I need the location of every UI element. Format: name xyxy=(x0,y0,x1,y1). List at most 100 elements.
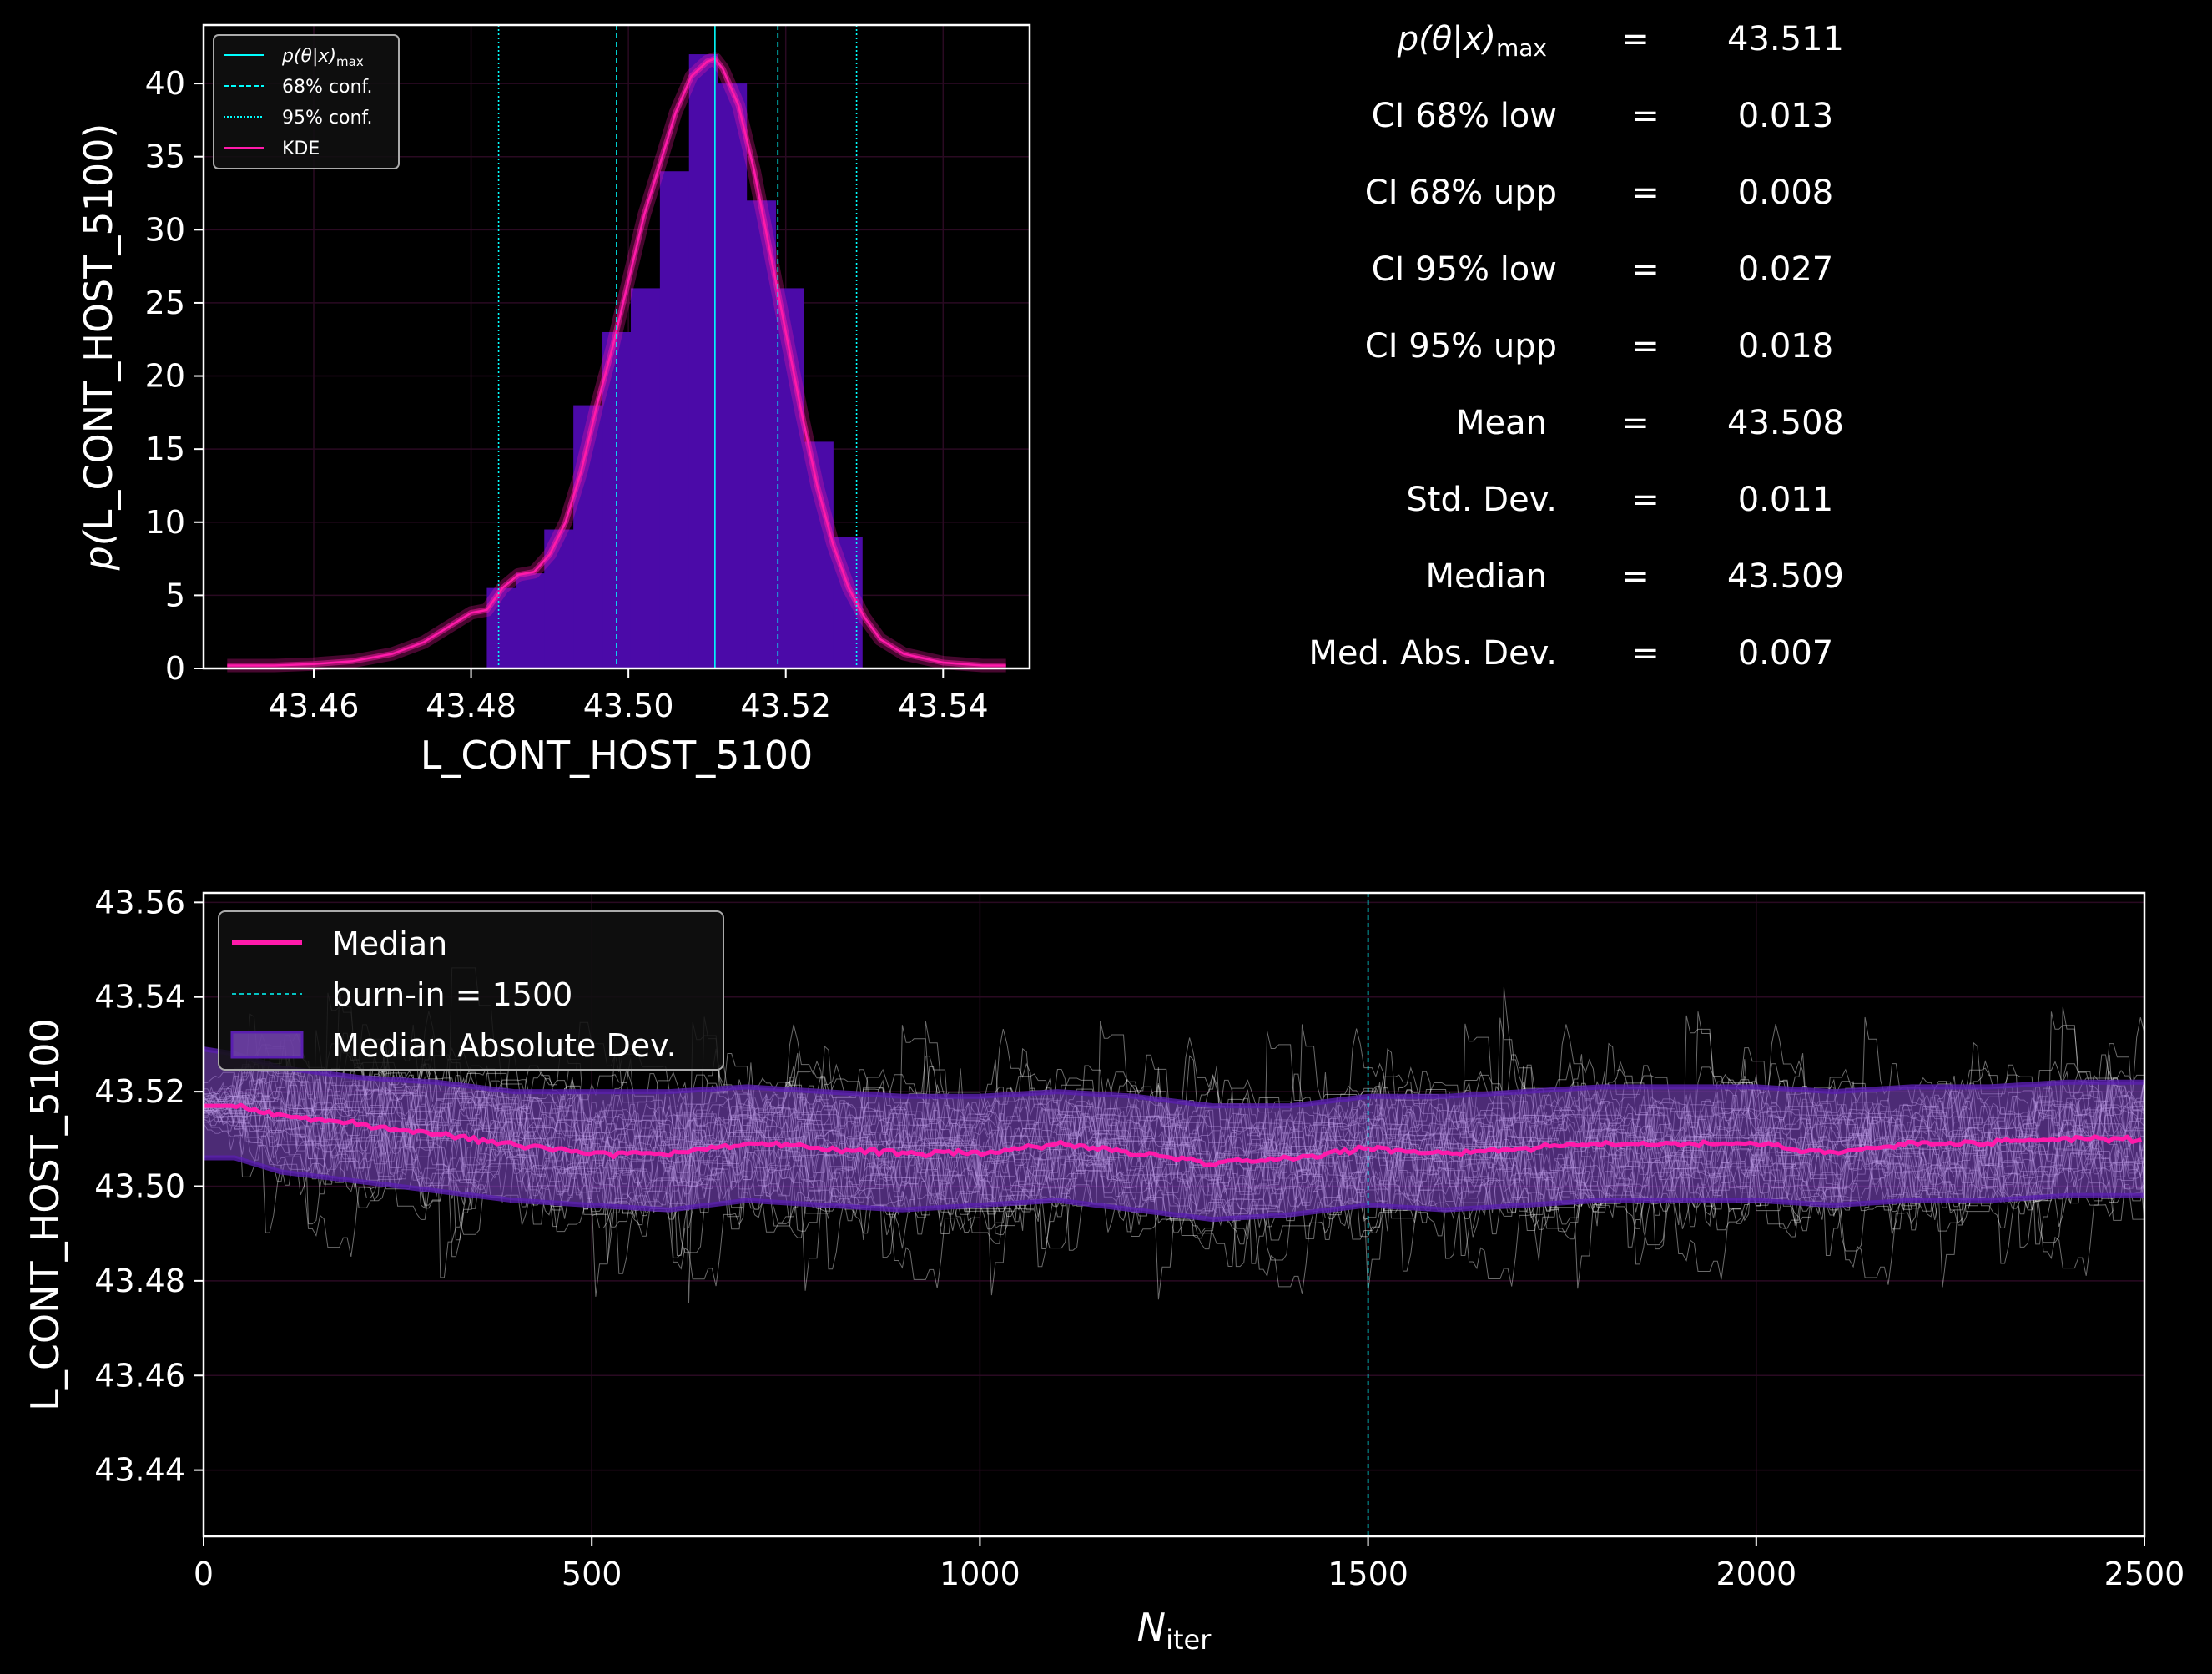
h-xtick-label-4: 43.54 xyxy=(898,688,989,724)
stat-label: Mean xyxy=(1456,404,1547,442)
t-legend-box xyxy=(218,910,724,1071)
stat-label-sub: max xyxy=(1495,34,1547,62)
h-legend-box xyxy=(213,34,400,169)
mad-band xyxy=(204,1049,2144,1220)
stat-label-main: p(θ|x) xyxy=(1397,20,1496,58)
t-legend-label-0: Median xyxy=(332,925,447,962)
stat-equals: = xyxy=(1621,557,1650,596)
stat-value: 0.027 xyxy=(1737,250,1834,289)
y-label-core: L_CONT_HOST_5100 xyxy=(76,139,121,532)
stat-label: CI 68% upp xyxy=(1364,174,1557,212)
stat-label: Med. Abs. Dev. xyxy=(1308,634,1557,673)
y-label-prefix: p( xyxy=(76,529,121,571)
histogram-y-ticks: 0 5 10 15 20 25 30 35 40 xyxy=(145,65,204,687)
stat-value: 0.013 xyxy=(1737,97,1834,135)
h-xtick-label-2: 43.50 xyxy=(583,688,674,724)
h-xtick-label-1: 43.48 xyxy=(426,688,516,724)
stat-label: Std. Dev. xyxy=(1406,481,1557,519)
h-ytick-label-2: 10 xyxy=(145,504,185,541)
t-legend-swatch-2 xyxy=(230,1031,304,1059)
t-xtick-label-1: 500 xyxy=(562,1556,622,1592)
h-ytick-label-4: 20 xyxy=(145,358,185,395)
trace-legend: Median burn-in = 1500 Median Absolute Dev. xyxy=(218,910,724,1071)
h-ytick-label-3: 15 xyxy=(145,431,185,467)
h-ytick-label-8: 40 xyxy=(145,65,185,102)
stat-value: 0.008 xyxy=(1737,174,1834,212)
mad-upper-edge xyxy=(203,1046,2144,1109)
t-xtick-label-3: 1500 xyxy=(1328,1556,1408,1592)
histogram-bar xyxy=(688,54,718,668)
t-ytick-label-0: 43.44 xyxy=(94,1452,185,1489)
histogram-bar xyxy=(630,288,661,668)
histogram-panel: 43.46 43.48 43.50 43.52 43.54 0 5 10 15 20 25 30 35… xyxy=(76,23,1031,778)
stat-equals: = xyxy=(1631,250,1660,289)
t-xtick-label-0: 0 xyxy=(194,1556,214,1592)
stat-label: CI 95% low xyxy=(1371,250,1557,289)
x-label-sub: iter xyxy=(1166,1624,1212,1656)
histogram-frame xyxy=(202,23,1031,670)
stat-equals: = xyxy=(1621,404,1650,442)
mad-band-group xyxy=(203,1046,2144,1223)
histogram-bar xyxy=(516,573,545,668)
histogram-bars xyxy=(486,54,863,669)
h-xtick-label-0: 43.46 xyxy=(269,688,360,724)
stat-equals: = xyxy=(1631,174,1660,212)
stat-value: 0.011 xyxy=(1737,481,1834,519)
h-ytick-label-1: 5 xyxy=(165,577,185,613)
stat-value: 0.018 xyxy=(1737,327,1834,366)
t-ytick-label-4: 43.52 xyxy=(94,1073,185,1110)
stat-value: 43.509 xyxy=(1727,557,1844,596)
trace-frame xyxy=(202,891,2146,1538)
stat-equals: = xyxy=(1631,634,1660,673)
histogram-bar xyxy=(717,83,748,668)
h-legend-label-3: KDE xyxy=(282,139,320,159)
histogram-bar xyxy=(746,200,777,669)
t-legend-label-2: Median Absolute Dev. xyxy=(332,1027,677,1064)
median-line xyxy=(204,1102,2143,1167)
kde-curve-group xyxy=(227,52,1006,673)
histogram-legend: p(θ|x)max 68% conf. 95% conf. KDE xyxy=(213,34,400,169)
histogram-x-label: L_CONT_HOST_5100 xyxy=(421,733,814,778)
stat-label: p(θ|x)max xyxy=(1197,20,1547,62)
h-xtick-label-3: 43.52 xyxy=(740,688,831,724)
mad-lower-edge xyxy=(204,1155,2144,1223)
median-line-group xyxy=(204,1102,2143,1167)
t-xtick-label-4: 2000 xyxy=(1716,1556,1796,1592)
h-legend-label-1: 68% conf. xyxy=(282,77,373,98)
h-ytick-label-6: 30 xyxy=(145,211,185,248)
stat-equals: = xyxy=(1631,327,1660,366)
t-xtick-label-5: 2500 xyxy=(2104,1556,2185,1592)
t-legend-label-1: burn-in = 1500 xyxy=(332,976,572,1013)
stat-value: 0.007 xyxy=(1737,634,1834,673)
t-ytick-label-6: 43.56 xyxy=(94,884,185,920)
stat-value: 43.511 xyxy=(1727,20,1844,58)
histogram-x-ticks: 43.46 43.48 43.50 43.52 43.54 xyxy=(269,668,989,724)
stat-label: CI 95% upp xyxy=(1364,327,1557,366)
histogram-y-label: p(L_CONT_HOST_5100) xyxy=(76,124,121,572)
h-legend-label-2: 95% conf. xyxy=(282,108,373,129)
trace-panel: 0 500 1000 1500 2000 2500 43.44 43.46 43.48 43.5… xyxy=(23,884,2184,1656)
h-legend-label-0: p(θ|x)max xyxy=(281,46,364,69)
confidence-lines xyxy=(497,25,858,668)
stat-equals: = xyxy=(1621,20,1650,58)
t-xtick-label-2: 1000 xyxy=(940,1556,1020,1592)
trace-y-ticks: 43.44 43.46 43.48 43.50 43.52 43.54 43.56 xyxy=(94,884,204,1489)
stat-equals: = xyxy=(1631,97,1660,135)
t-ytick-label-2: 43.48 xyxy=(94,1263,185,1299)
histogram-bar xyxy=(659,171,690,668)
h-ytick-label-5: 25 xyxy=(145,285,185,321)
t-ytick-label-5: 43.54 xyxy=(94,979,185,1016)
x-label-main: N xyxy=(1137,1605,1166,1650)
h-ytick-label-7: 35 xyxy=(145,139,185,175)
t-ytick-label-3: 43.50 xyxy=(94,1167,185,1204)
trace-x-label: Niter xyxy=(1137,1605,1212,1656)
t-ytick-label-1: 43.46 xyxy=(94,1357,185,1394)
kde-curve xyxy=(227,58,1006,667)
h-ytick-label-0: 0 xyxy=(165,650,185,687)
trace-y-label: L_CONT_HOST_5100 xyxy=(23,1018,68,1411)
h-legend-label-main: p(θ|x) xyxy=(281,46,336,67)
h-legend-label-sub: max xyxy=(336,54,364,69)
y-label-suffix: ) xyxy=(76,124,121,139)
trace-x-ticks: 0 500 1000 1500 2000 2500 xyxy=(194,1536,2184,1592)
